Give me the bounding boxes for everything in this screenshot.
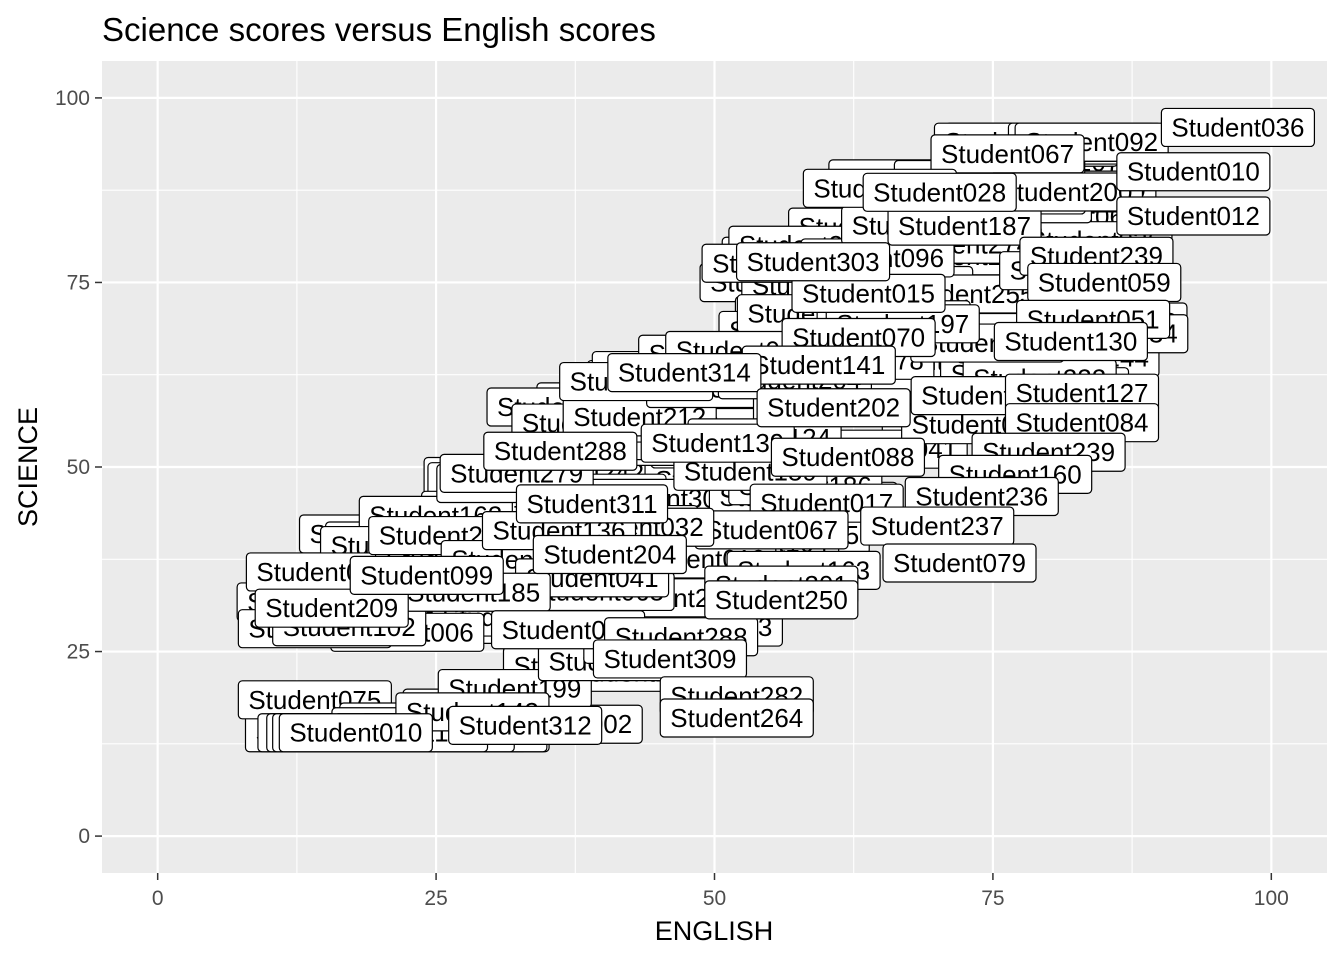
label-text: Student099 (360, 560, 493, 590)
point-label: Student079 (882, 543, 1037, 583)
label-box (254, 588, 409, 628)
label-text: Student067 (941, 139, 1074, 169)
clutter-label: Student200 (988, 172, 1144, 212)
clutter-label: Student187 (887, 206, 1042, 246)
label-text: Student036 (1171, 112, 1304, 142)
clutter-label: Student010 (278, 713, 433, 753)
clutter-label: Student288 (483, 431, 638, 471)
clutter-label: Student028 (862, 172, 1017, 212)
x-axis: 0 25 50 75 100 (152, 873, 1289, 910)
label-text: Student059 (1038, 267, 1171, 297)
label-text: Student312 (459, 710, 592, 740)
x-tick-label: 50 (703, 887, 726, 910)
label-text: Student264 (670, 703, 803, 733)
label-box (993, 321, 1148, 362)
label-text: Student139 (651, 428, 784, 458)
y-axis: 0 25 50 75 100 (55, 87, 102, 848)
clutter-label: Student099 (349, 555, 504, 595)
label-text: Student309 (603, 644, 736, 674)
label-text: Student250 (715, 585, 848, 615)
clutter-label: Student088 (770, 437, 926, 477)
label-box (1160, 107, 1316, 148)
label-box (756, 388, 911, 428)
y-tick-label: 75 (67, 271, 90, 294)
label-box (882, 543, 1037, 583)
point-label: Student237 (860, 506, 1015, 546)
label-box (448, 705, 603, 745)
point-label: Student130 (993, 321, 1148, 362)
clutter-label: Student209 (254, 588, 409, 628)
clutter-label: Student067 (694, 510, 849, 550)
label-text: Student130 (1004, 327, 1137, 357)
label-text: Student010 (1127, 157, 1260, 187)
clutter-label: Student067 (930, 134, 1085, 174)
label-text: Student303 (747, 247, 880, 277)
x-tick-label: 100 (1254, 887, 1289, 910)
y-tick-label: 0 (78, 825, 90, 848)
label-box (659, 698, 814, 738)
y-tick-label: 25 (67, 641, 90, 664)
label-text: Student015 (802, 278, 935, 308)
clutter-label: Student015 (791, 273, 946, 313)
point-labels: Student036 Student010 Student012 Student059… (448, 107, 1316, 745)
clutter-label: Student314 (607, 353, 762, 393)
label-box (349, 555, 504, 595)
label-text: Student209 (265, 593, 398, 623)
point-label: Student236 (904, 476, 1059, 517)
clutter-label: Student204 (532, 534, 687, 575)
point-label: Student312 (448, 705, 603, 745)
clutter-label: Student141 (741, 345, 896, 385)
label-text: Student204 (543, 540, 676, 570)
label-text: Student314 (618, 358, 751, 388)
label-box (607, 353, 762, 393)
clutter-label: Student202 (756, 388, 911, 428)
label-text: Student202 (767, 393, 900, 423)
point-label: Student311 (515, 484, 669, 524)
label-text: Student088 (781, 442, 914, 472)
label-box (1116, 152, 1271, 192)
point-label: Student012 (1116, 196, 1271, 236)
clutter-label: Student303 (735, 242, 891, 282)
label-text: Student079 (893, 548, 1026, 578)
label-box (278, 713, 433, 753)
label-text: Student187 (898, 211, 1031, 241)
point-label: Student250 (704, 580, 859, 620)
point-label: Student010 (1116, 152, 1271, 192)
clutter-label: Student139 (640, 423, 795, 463)
label-text: Student010 (289, 718, 422, 748)
label-box (862, 172, 1017, 212)
label-box (735, 242, 891, 282)
label-text: Student067 (705, 515, 838, 545)
label-text: Student237 (871, 511, 1004, 541)
point-label: Student059 (1027, 262, 1182, 303)
label-box (770, 437, 926, 477)
label-box (483, 431, 638, 471)
point-label: Student036 (1160, 107, 1316, 148)
y-axis-title: SCIENCE (13, 407, 43, 527)
label-box (515, 484, 669, 524)
point-label: Student309 (592, 639, 748, 679)
label-text: Student012 (1127, 201, 1260, 231)
label-text: Student141 (752, 350, 885, 380)
x-axis-title: ENGLISH (655, 916, 774, 946)
point-label: Student264 (659, 698, 814, 738)
label-box (532, 534, 687, 575)
label-box (1116, 196, 1271, 236)
label-text: Student028 (873, 177, 1006, 207)
label-text: Student200 (999, 177, 1132, 207)
x-tick-label: 0 (152, 887, 164, 910)
label-text: Student288 (494, 436, 627, 466)
label-text: Student311 (526, 489, 657, 519)
x-tick-label: 25 (424, 887, 447, 910)
chart-title: Science scores versus English scores (102, 11, 656, 48)
y-tick-label: 100 (55, 87, 90, 110)
y-tick-label: 50 (67, 456, 90, 479)
x-tick-label: 75 (981, 887, 1004, 910)
label-box (704, 580, 859, 620)
